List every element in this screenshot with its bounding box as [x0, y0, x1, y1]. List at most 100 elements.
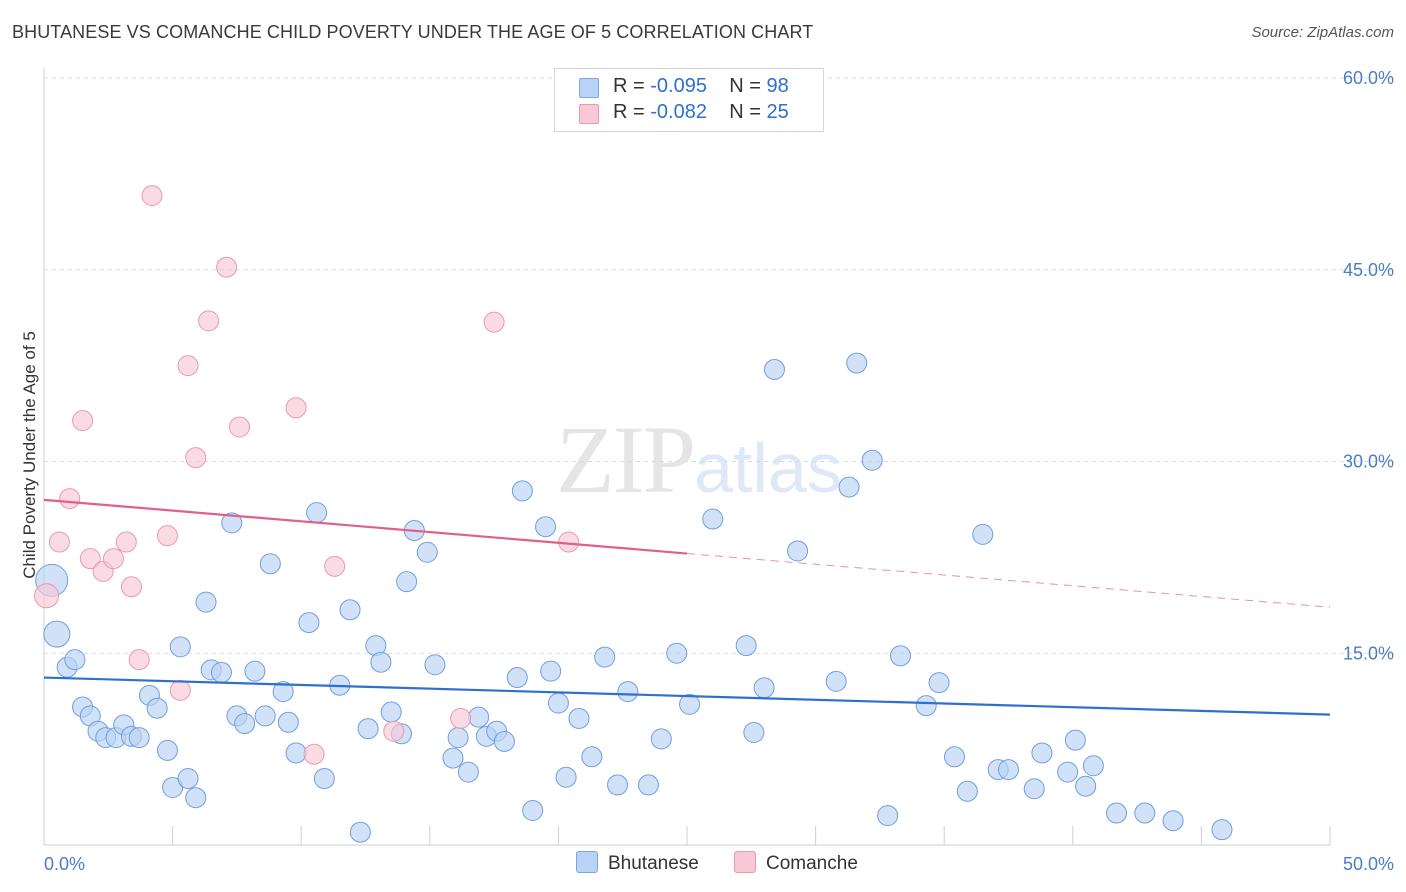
point-bhutanese — [254, 705, 276, 727]
point-bhutanese — [442, 747, 464, 769]
point-comanche — [285, 397, 307, 419]
point-bhutanese — [594, 646, 616, 668]
point-bhutanese — [468, 706, 490, 728]
point-comanche — [383, 720, 405, 742]
point-comanche — [102, 548, 124, 570]
watermark: ZIPatlas — [556, 404, 842, 515]
point-bhutanese — [787, 540, 809, 562]
point-bhutanese — [540, 660, 562, 682]
point-bhutanese — [424, 654, 446, 676]
point-bhutanese — [1211, 819, 1233, 841]
point-bhutanese — [146, 697, 168, 719]
point-bhutanese — [956, 780, 978, 802]
point-bhutanese — [169, 636, 191, 658]
bottom-legend-bhutanese: Bhutanese — [576, 851, 699, 875]
point-bhutanese — [259, 553, 281, 575]
watermark-zip: ZIP — [556, 406, 696, 513]
point-bhutanese — [825, 670, 847, 692]
trend-line-bhutanese — [43, 676, 1331, 716]
point-bhutanese — [221, 512, 243, 534]
point-comanche — [198, 310, 220, 332]
point-bhutanese — [370, 651, 392, 673]
point-comanche — [483, 311, 505, 333]
point-bhutanese — [64, 649, 86, 671]
point-bhutanese — [313, 768, 335, 790]
point-bhutanese — [915, 695, 937, 717]
point-bhutanese — [1031, 742, 1053, 764]
point-bhutanese — [889, 645, 911, 667]
point-bhutanese — [156, 739, 178, 761]
point-bhutanese — [607, 774, 629, 796]
trend-line-extension-comanche — [686, 553, 1331, 608]
y-tick-label: 15.0% — [1343, 643, 1394, 663]
chart-title: BHUTANESE VS COMANCHE CHILD POVERTY UNDE… — [12, 22, 814, 42]
point-comanche — [59, 488, 81, 510]
x-tick-label: 0.0% — [44, 854, 85, 874]
point-bhutanese — [679, 693, 701, 715]
point-bhutanese — [877, 805, 899, 827]
legend-stats-comanche: R = -0.082 N = 25 — [613, 101, 789, 124]
point-comanche — [303, 743, 325, 765]
point-bhutanese — [650, 728, 672, 750]
point-comanche — [169, 679, 191, 701]
point-bhutanese — [511, 480, 533, 502]
point-bhutanese — [1106, 802, 1128, 824]
point-bhutanese — [234, 713, 256, 735]
bottom-legend-swatch-comanche — [734, 851, 756, 873]
legend-n-label: N = — [729, 75, 761, 97]
point-bhutanese — [210, 661, 232, 683]
point-bhutanese — [547, 692, 569, 714]
point-comanche — [324, 555, 346, 577]
point-comanche — [156, 525, 178, 547]
point-comanche — [48, 531, 70, 553]
point-bhutanese — [861, 449, 883, 471]
point-comanche — [72, 410, 94, 432]
point-bhutanese — [617, 681, 639, 703]
point-bhutanese — [457, 761, 479, 783]
point-bhutanese — [702, 508, 724, 530]
source-credit: Source: ZipAtlas.com — [1251, 24, 1394, 41]
point-bhutanese — [416, 541, 438, 563]
point-bhutanese — [339, 599, 361, 621]
bottom-legend-label-bhutanese: Bhutanese — [608, 853, 699, 874]
point-bhutanese — [277, 711, 299, 733]
point-bhutanese — [185, 787, 207, 809]
point-bhutanese — [1075, 775, 1097, 797]
point-bhutanese — [743, 722, 765, 744]
point-comanche — [141, 185, 163, 207]
point-bhutanese — [493, 730, 515, 752]
point-bhutanese — [928, 672, 950, 694]
point-comanche — [216, 256, 238, 278]
point-comanche — [177, 355, 199, 377]
point-bhutanese — [568, 707, 590, 729]
correlation-legend: R = -0.095 N = 98 R = -0.082 N = 25 — [554, 68, 824, 132]
point-bhutanese — [555, 766, 577, 788]
legend-n-value: 25 — [766, 101, 789, 123]
point-bhutanese — [43, 620, 71, 648]
point-bhutanese — [735, 635, 757, 657]
legend-n-value: 98 — [766, 75, 789, 97]
point-bhutanese — [298, 612, 320, 634]
bottom-legend-label-comanche: Comanche — [766, 853, 858, 874]
point-bhutanese — [1057, 761, 1079, 783]
point-comanche — [128, 649, 150, 671]
legend-stats-bhutanese: R = -0.095 N = 98 — [613, 75, 789, 98]
point-bhutanese — [535, 516, 557, 538]
point-bhutanese — [666, 642, 688, 664]
point-bhutanese — [943, 746, 965, 768]
point-bhutanese — [396, 571, 418, 593]
point-comanche — [185, 447, 207, 469]
point-bhutanese — [177, 768, 199, 790]
point-bhutanese — [306, 502, 328, 524]
point-comanche — [79, 548, 101, 570]
legend-r-label: R = — [613, 75, 645, 97]
point-bhutanese — [447, 727, 469, 749]
point-bhutanese — [838, 476, 860, 498]
point-bhutanese — [349, 821, 371, 843]
point-comanche — [450, 707, 472, 729]
point-bhutanese — [846, 352, 868, 374]
point-bhutanese — [128, 727, 150, 749]
point-bhutanese — [285, 742, 307, 764]
point-bhutanese — [506, 667, 528, 689]
point-bhutanese — [195, 591, 217, 613]
